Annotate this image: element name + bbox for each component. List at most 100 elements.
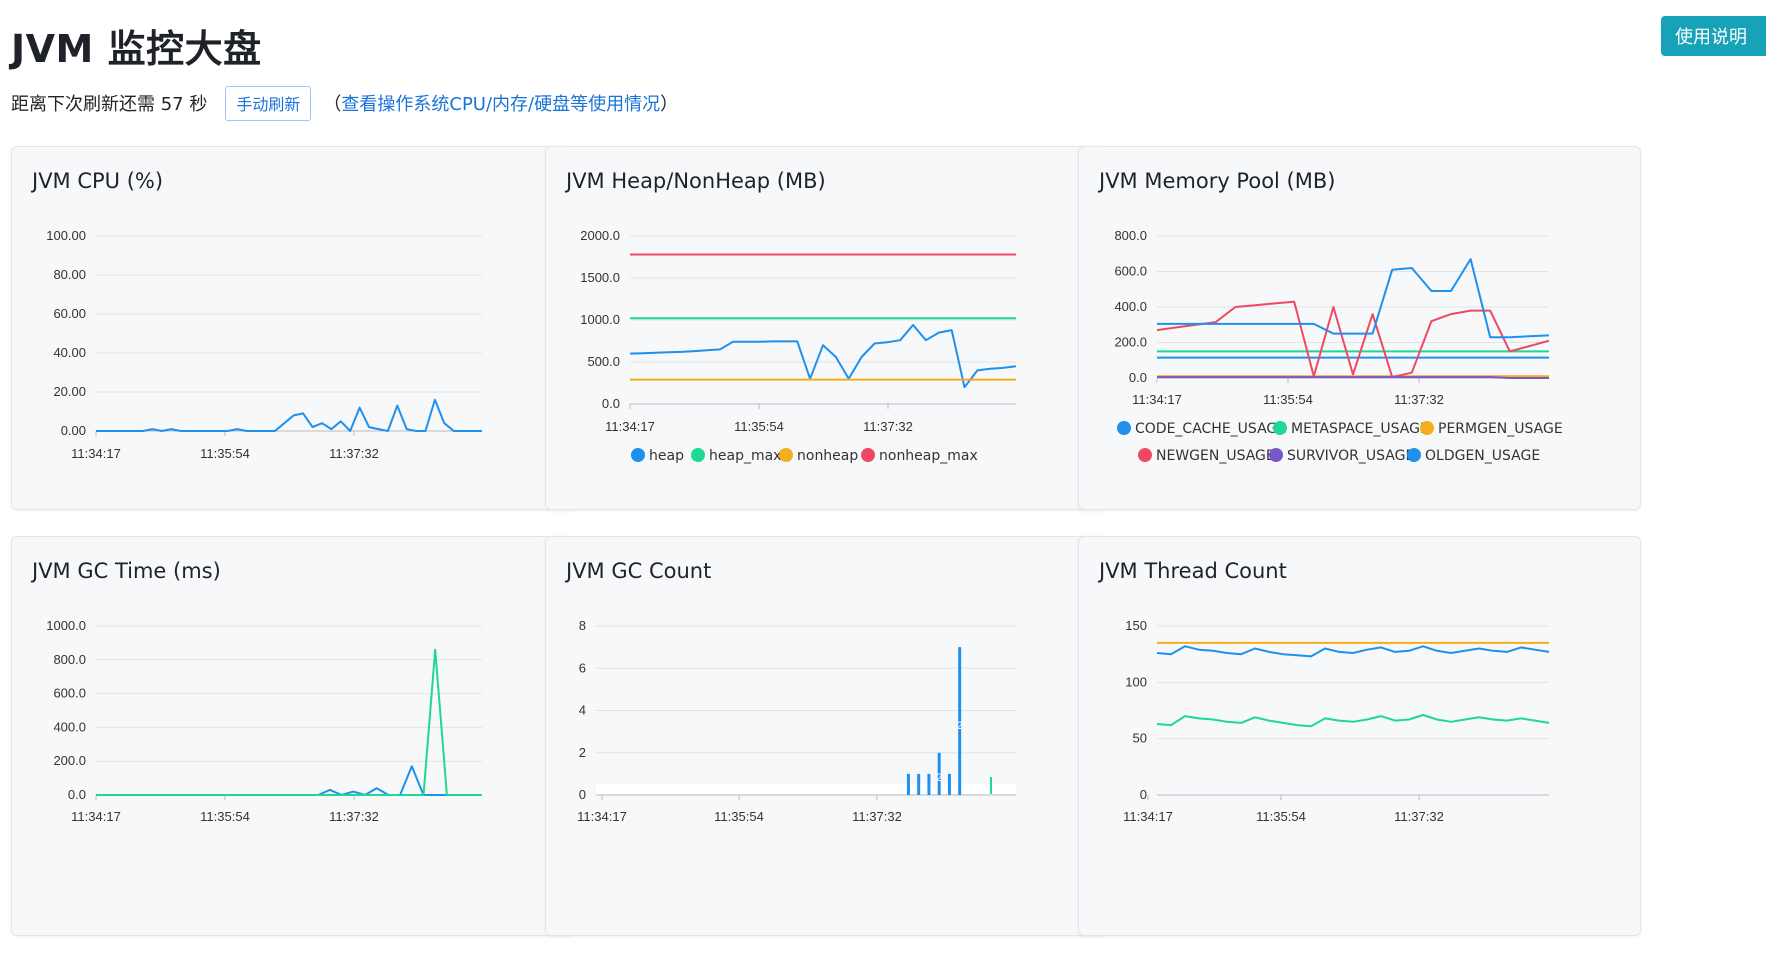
pool-y-tick: 0.0 (1129, 370, 1147, 385)
gctime-x-tick: 11:34:17 (71, 809, 121, 824)
gctime-y-tick: 0.0 (68, 787, 86, 802)
pool-x-tick: 11:37:32 (1394, 392, 1444, 407)
heap-y-tick: 0.0 (602, 396, 620, 411)
help-button[interactable]: 使用说明 (1661, 16, 1766, 56)
gccount-bar (947, 773, 951, 795)
heap-y-tick: 1000.0 (580, 312, 620, 327)
pool-legend-swatch (1138, 448, 1152, 462)
manual-refresh-button[interactable]: 手动刷新 (225, 85, 312, 121)
cpu-y-tick: 60.00 (53, 306, 86, 321)
cpu-chart: 100.00 80.00 60.00 40.00 20.00 0.00 11:34:17 11… (46, 228, 482, 461)
heap-legend-label: heap (649, 448, 684, 464)
pool-legend-swatch (1273, 421, 1287, 435)
threads-y-tick: 150 (1125, 618, 1147, 633)
pool-series-SURVIVOR_USAGE-line (1157, 376, 1549, 379)
pool-legend-label: OLDGEN_USAGE (1425, 448, 1540, 464)
heap-x-tick: 11:34:17 (605, 419, 655, 434)
cpu-x-tick: 11:34:17 (71, 446, 121, 461)
threads-series-s1-line (1156, 714, 1550, 728)
gctime-y-tick: 800.0 (53, 652, 86, 667)
pool-legend-item-metaspace_usage[interactable]: METASPACE_USAGE (1273, 421, 1429, 437)
pool-y-tick: 400.0 (1114, 299, 1147, 314)
heap-legend-item-nonheap_max[interactable]: nonheap_max (861, 448, 978, 464)
cpu-chart-title: JVM CPU (%) (32, 169, 164, 193)
pool-legend-item-newgen_usage[interactable]: NEWGEN_USAGE (1138, 448, 1275, 464)
pool-y-tick: 200.0 (1114, 335, 1147, 350)
pool-legend-item-code_cache_usage[interactable]: CODE_CACHE_USAGE (1117, 421, 1286, 437)
threads-chart-card: JVM Thread Count 150 100 50 0 11:34:17 11:35:… (1078, 536, 1641, 936)
pool-legend-item-survivor_usage[interactable]: SURVIVOR_USAGE (1269, 448, 1414, 464)
pool-legend-label: CODE_CACHE_USAGE (1135, 421, 1286, 437)
pool-legend-label: SURVIVOR_USAGE (1287, 448, 1414, 464)
gccount-bar (906, 773, 910, 795)
heap-series-heap-line (629, 324, 1017, 389)
threads-y-tick: 50 (1133, 731, 1147, 746)
pool-x-tick: 11:35:54 (1263, 392, 1313, 407)
gccount-y-tick: 6 (579, 660, 586, 675)
gccount-y-tick: 4 (579, 703, 586, 718)
gccount-x-tick: 11:35:54 (714, 809, 764, 824)
gctime-chart: 1000.0 800.0 600.0 400.0 200.0 0.0 11:34:17 11:… (46, 618, 482, 824)
cpu-y-tick: 100.00 (46, 228, 86, 243)
pool-legend-item-permgen_usage[interactable]: PERMGEN_USAGE (1420, 421, 1563, 437)
pool-series-NEWGEN_USAGE-line (1156, 300, 1550, 379)
gccount-bar-label: 2 (957, 720, 963, 732)
os-usage-link[interactable]: 查看操作系统CPU/内存/硬盘等使用情况 (341, 94, 661, 115)
heap-legend-item-nonheap[interactable]: nonheap (779, 448, 858, 464)
heap-chart-title: JVM Heap/NonHeap (MB) (566, 169, 826, 193)
threads-chart-title: JVM Thread Count (1099, 559, 1287, 583)
gctime-chart-title: JVM GC Time (ms) (32, 559, 221, 583)
gctime-y-tick: 1000.0 (46, 618, 86, 633)
gctime-x-tick: 11:35:54 (200, 809, 250, 824)
heap-x-tick: 11:35:54 (734, 419, 784, 434)
heap-legend-item-heap_max[interactable]: heap_max (691, 448, 781, 464)
heap-chart-card: JVM Heap/NonHeap (MB) 2000.0 1500.0 1000.0… (545, 146, 1108, 510)
threads-y-tick: 0 (1140, 787, 1147, 802)
gccount-y-tick: 2 (579, 745, 586, 760)
os-link-open-paren: （ (323, 94, 342, 115)
cpu-y-tick: 80.00 (53, 267, 86, 282)
refresh-countdown: 距离下次刷新还需 57 秒 (11, 94, 208, 115)
gccount-bar (927, 773, 931, 795)
threads-series-s0-line (1156, 645, 1550, 658)
threads-x-tick: 11:37:32 (1394, 809, 1444, 824)
pool-legend-item-oldgen_usage[interactable]: OLDGEN_USAGE (1407, 448, 1540, 464)
pool-legend-swatch (1407, 448, 1421, 462)
heap-y-tick: 1500.0 (580, 270, 620, 285)
os-link-wrapper: （查看操作系统CPU/内存/硬盘等使用情况） (323, 90, 678, 116)
heap-legend-swatch (779, 448, 793, 462)
pool-chart-title: JVM Memory Pool (MB) (1099, 169, 1336, 193)
pool-legend-swatch (1117, 421, 1131, 435)
pool-legend-swatch (1269, 448, 1283, 462)
gccount-chart: 8 6 4 2 0 11:34:17 11:35:54 11:37:32 2 2 (577, 618, 1016, 824)
pool-legend-label: METASPACE_USAGE (1291, 421, 1429, 437)
gccount-y-tick: 0 (579, 787, 586, 802)
threads-chart: 150 100 50 0 11:34:17 11:35:54 11:37:32 (1123, 618, 1550, 824)
threads-y-tick: 100 (1125, 674, 1147, 689)
heap-legend-label: nonheap (797, 448, 858, 464)
gccount-x-tick: 11:34:17 (577, 809, 627, 824)
gccount-bar-label: 2 (936, 772, 942, 784)
heap-legend-label: heap_max (709, 448, 781, 464)
gctime-series-s1-line (96, 648, 482, 796)
heap-legend-swatch (631, 448, 645, 462)
threads-x-tick: 11:34:17 (1123, 809, 1173, 824)
gctime-y-tick: 400.0 (53, 719, 86, 734)
gctime-chart-card: JVM GC Time (ms) 1000.0 800.0 600.0 400.0 20… (11, 536, 574, 936)
gccount-y-tick: 8 (579, 618, 586, 633)
pool-y-tick: 600.0 (1114, 264, 1147, 279)
os-link-close-paren: ） (660, 94, 679, 115)
gccount-x-tick: 11:37:32 (852, 809, 902, 824)
gccount-bar (937, 752, 941, 795)
cpu-y-tick: 40.00 (53, 345, 86, 360)
cpu-y-tick: 20.00 (53, 384, 86, 399)
heap-legend-swatch (691, 448, 705, 462)
heap-legend-swatch (861, 448, 875, 462)
heap-legend-label: nonheap_max (879, 448, 978, 464)
pool-chart: 800.0 600.0 400.0 200.0 0.0 11:34:17 11:35:54 1… (1114, 228, 1563, 464)
pool-chart-card: JVM Memory Pool (MB) 800.0 600.0 400.0 200.… (1078, 146, 1641, 510)
heap-legend-item-heap[interactable]: heap (631, 448, 684, 464)
heap-y-tick: 500.0 (587, 354, 620, 369)
heap-y-tick: 2000.0 (580, 228, 620, 243)
pool-y-tick: 800.0 (1114, 228, 1147, 243)
